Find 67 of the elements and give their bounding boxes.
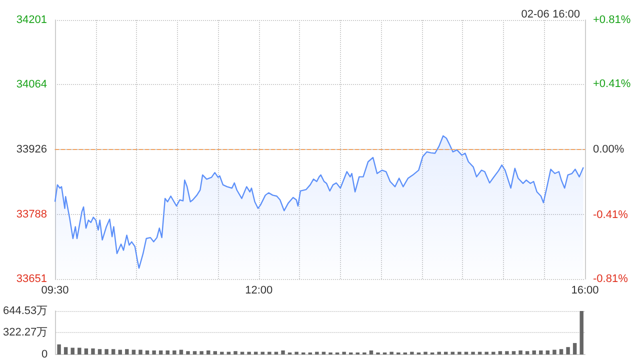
bar [512,351,516,354]
bar [104,349,108,354]
bar [268,352,272,354]
bar [192,351,197,354]
chart-subtitle: 02-06 16:00 [521,8,580,20]
y-tick-label: 34201 [16,14,47,26]
bar [234,351,238,354]
bar [390,352,394,354]
bar [64,347,68,354]
y-tick-label: 33926 [16,144,47,156]
bar [498,351,502,354]
y2-tick-label: +0.81% [593,14,631,26]
bar [200,351,204,354]
bar [505,351,509,354]
bar [145,350,150,354]
bar [484,352,488,354]
y2-tick-label: -0.81% [593,273,628,285]
bar [471,352,475,354]
bar [525,351,530,354]
bar [78,348,82,354]
bar [369,350,374,354]
bar [572,343,577,354]
bar [125,349,129,354]
bar [552,350,556,354]
bar [437,352,441,354]
bar [566,347,570,354]
x-tick-label: 12:00 [245,284,273,296]
bar [111,349,116,354]
bar [213,351,217,354]
y-tick-label: 0 [42,348,48,360]
bar [172,350,176,354]
bar [424,352,428,354]
bar [186,351,190,354]
bar [539,350,543,354]
bar [152,350,156,354]
x-tick-label: 16:00 [571,284,599,296]
y-tick-label: 34064 [16,78,47,91]
bar [70,348,74,354]
y2-tick-label: 0.00% [593,144,624,156]
bar [158,350,163,354]
bar [84,348,88,354]
bar [559,349,564,354]
y-tick-label: 33788 [16,208,47,220]
bar [518,350,522,354]
bar [91,348,95,354]
bar [410,352,414,354]
bar [546,350,550,354]
y2-tick-label: +0.41% [593,78,631,90]
y-tick-label: 322.27万 [2,326,48,339]
bar [220,352,224,354]
bar [138,350,142,354]
bar [580,311,584,354]
bar [166,350,170,354]
bar [315,352,319,354]
y2-tick-label: -0.41% [593,209,628,222]
bar [57,344,61,354]
bar [342,352,346,354]
bar [294,352,298,354]
bar [206,350,210,354]
bar [458,352,462,354]
bar [281,350,285,354]
x-tick-label: 09:30 [41,284,69,296]
bar [532,350,536,354]
y-tick-label: 644.53万 [2,305,48,317]
bar [98,349,102,354]
y-tick-label: 33651 [16,273,47,285]
bar [247,352,251,354]
